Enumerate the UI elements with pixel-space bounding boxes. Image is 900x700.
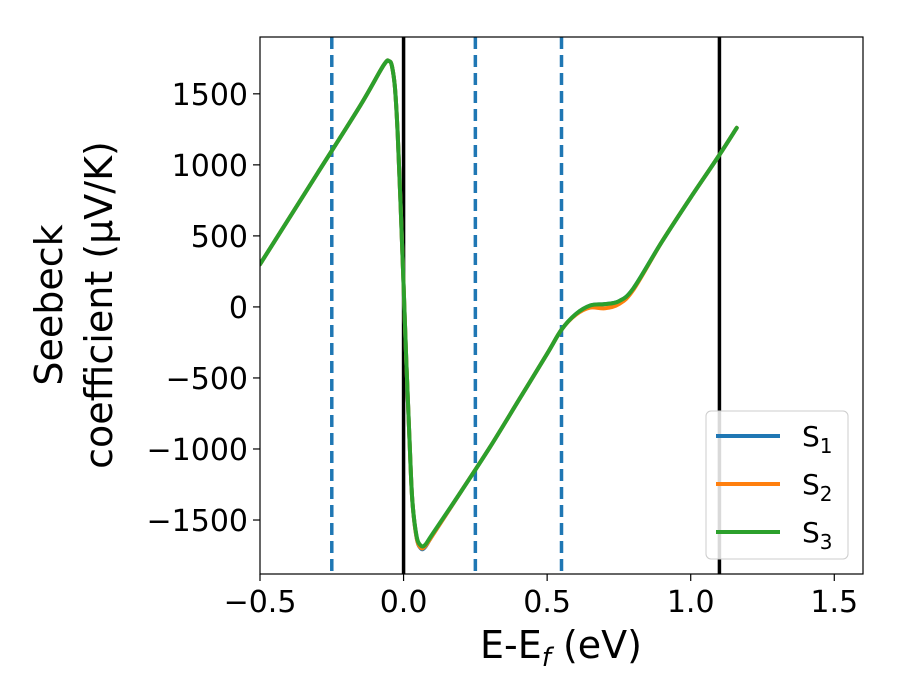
- x-tick-label-4: 1.5: [810, 585, 858, 620]
- axis-ticks: −0.5 0.0 0.5 1.0 1.5 1500 1000 500 0 −500 −1000 −15…: [147, 78, 859, 620]
- y-tick-label-4: −500: [166, 362, 248, 397]
- reference-lines: [330, 37, 722, 574]
- legend-label-s1: S1: [802, 420, 833, 458]
- plot-frame: [259, 36, 864, 575]
- x-tick-label-2: 0.5: [523, 585, 571, 620]
- x-tick-label-0: −0.5: [224, 585, 297, 620]
- y-tick-label-1: 1000: [172, 149, 248, 184]
- x-tick-label-3: 1.0: [667, 585, 715, 620]
- legend: S1 S2 S3: [705, 410, 849, 560]
- y-tick-label-6: −1500: [147, 504, 248, 539]
- y-axis-label: Seebeck coefficient (μV/K): [27, 141, 121, 469]
- y-tick-label-2: 500: [191, 220, 248, 255]
- x-axis-label: E-Ef (eV): [480, 623, 642, 673]
- y-tick-label-3: 0: [229, 291, 248, 326]
- series-lines: [260, 58, 739, 552]
- y-tick-label-5: −1000: [147, 433, 248, 468]
- x-tick-label-1: 0.0: [380, 585, 428, 620]
- y-tick-label-0: 1500: [172, 78, 248, 113]
- legend-label-s3: S3: [802, 516, 833, 554]
- legend-label-s2: S2: [802, 468, 833, 506]
- series-line-s3: [260, 58, 739, 549]
